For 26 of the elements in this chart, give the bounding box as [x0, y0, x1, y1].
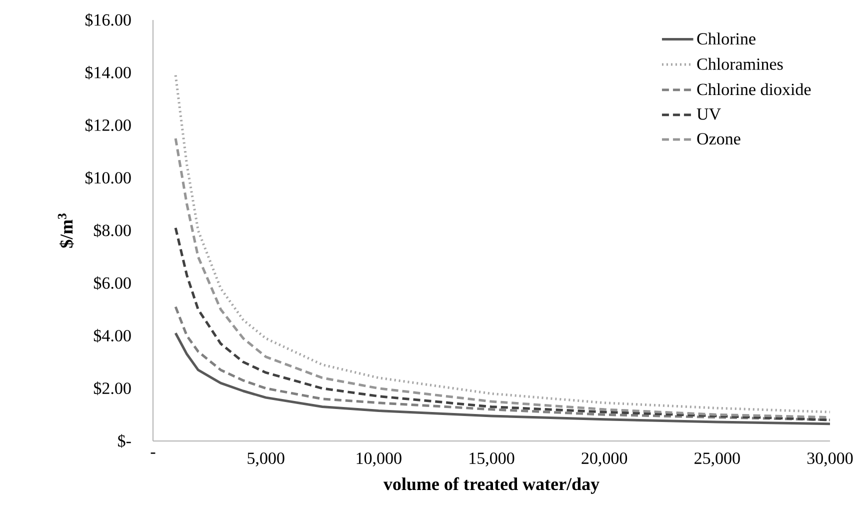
- y-tick-label: $6.00: [94, 276, 131, 290]
- x-tick-label: 5,000: [248, 452, 284, 466]
- y-tick-label: $16.00: [85, 13, 131, 27]
- y-axis-title: $/m$^{3}$: [58, 214, 74, 248]
- y-tick-label: $8.00: [94, 224, 131, 238]
- line-series: [174, 306, 832, 422]
- line-series: [174, 74, 832, 414]
- x-axis-title: volume of treated water/day: [383, 477, 600, 494]
- x-tick-label: 20,000: [582, 452, 628, 466]
- x-tick-label: 15,000: [470, 452, 514, 466]
- y-tick-label: $14.00: [85, 66, 131, 80]
- x-tick-label: 25,000: [694, 452, 740, 466]
- x-tick-label: -: [150, 452, 156, 454]
- y-tick-label: $2.00: [94, 382, 131, 396]
- legend-label: Chlorine dioxide: [697, 83, 811, 96]
- y-tick-label: $4.00: [94, 328, 131, 343]
- y-tick-label: $-: [118, 434, 131, 448]
- x-tick-label: 10,000: [356, 452, 402, 466]
- y-tick-label: $10.00: [85, 171, 131, 185]
- x-tick-label: 30,000: [807, 452, 853, 466]
- legend-label: UV: [696, 108, 721, 120]
- legend-label: Chlorine: [697, 32, 756, 45]
- y-tick-label: $12.00: [85, 118, 131, 132]
- legend-label: Ozone: [697, 133, 740, 145]
- legend-label: Chloramines: [697, 58, 783, 70]
- line-series: [174, 332, 832, 426]
